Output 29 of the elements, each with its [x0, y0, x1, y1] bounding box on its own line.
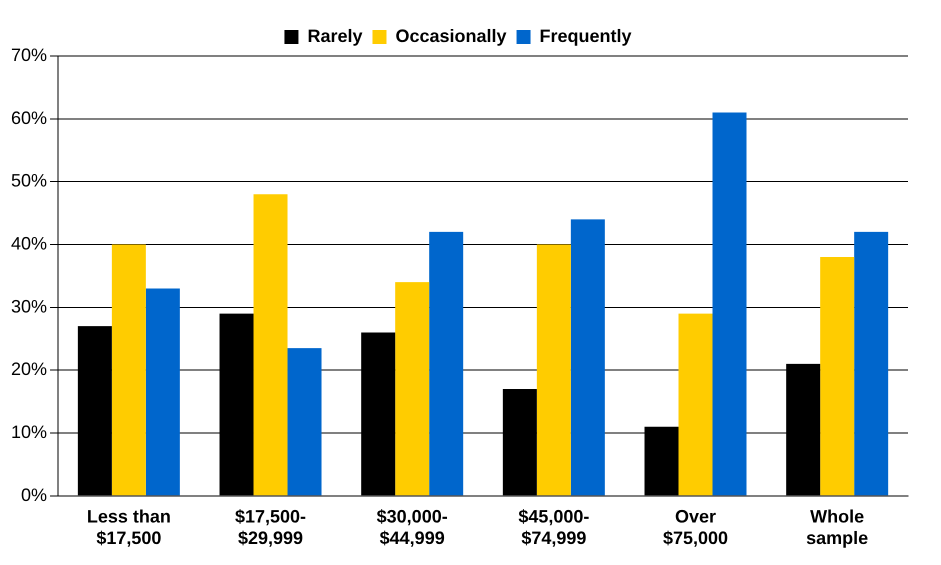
- bar: [678, 314, 713, 496]
- bar: [146, 288, 180, 496]
- y-tick-label: 10%: [10, 422, 48, 442]
- bar: [854, 232, 888, 496]
- bar: [288, 348, 322, 496]
- bar: [712, 112, 747, 496]
- bar: [429, 232, 464, 496]
- x-tick-label: Less than $17,500: [86, 506, 171, 548]
- x-tick-label: Over $75,000: [662, 506, 728, 548]
- y-tick-label: 50%: [10, 170, 48, 191]
- y-tick-label: 0%: [21, 484, 48, 505]
- y-tick-label: 60%: [10, 108, 48, 128]
- x-tick-label: $45,000- $74,999: [518, 506, 590, 548]
- legend-label: Frequently: [540, 26, 632, 46]
- x-tick-label: Whole sample: [806, 506, 868, 548]
- bar: [820, 257, 854, 496]
- bar: [112, 244, 146, 496]
- x-tick-label: $17,500- $29,999: [234, 506, 306, 548]
- legend-label: Rarely: [307, 26, 362, 46]
- bar: [254, 194, 288, 496]
- y-tick-label: 40%: [10, 233, 48, 254]
- x-tick-label: $30,000- $44,999: [376, 506, 448, 548]
- y-tick-label: 70%: [10, 44, 48, 65]
- legend-label: Occasionally: [395, 26, 507, 46]
- bar: [570, 219, 605, 496]
- bar: [536, 244, 571, 496]
- y-tick-label: 20%: [10, 359, 48, 380]
- y-tick-label: 30%: [10, 296, 48, 316]
- bar: [395, 282, 430, 496]
